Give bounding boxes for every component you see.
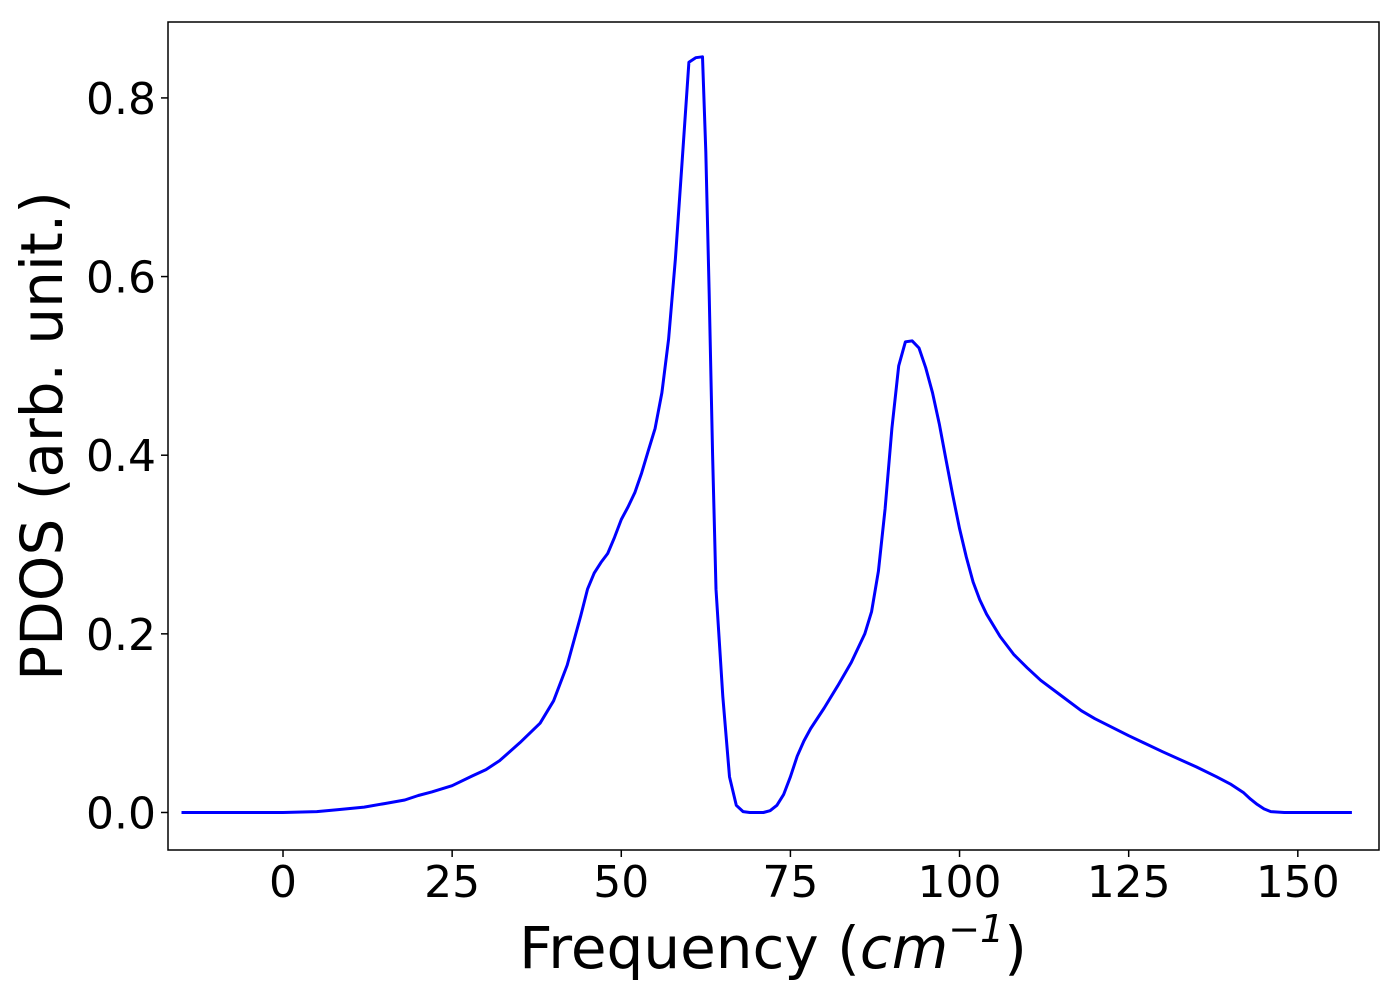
x-tick-label: 0: [269, 857, 297, 908]
plot-area: [181, 55, 1352, 814]
x-axis-unit-exponent: −1: [948, 907, 1004, 951]
x-tick-label: 100: [918, 857, 1002, 908]
axes-frame: [167, 21, 1380, 851]
y-tick-label: 0.6: [86, 253, 156, 304]
x-axis-label: Frequency (cm−1): [519, 907, 1027, 982]
y-axis-label: PDOS (arb. unit.): [8, 191, 76, 681]
x-tick-label: 125: [1087, 857, 1171, 908]
x-tick-label: 150: [1256, 857, 1340, 908]
x-tick-label: 50: [593, 857, 649, 908]
y-tick-label: 0.0: [86, 788, 156, 839]
x-axis-label-text: Frequency: [519, 914, 819, 982]
series-line-0: [181, 55, 1352, 814]
y-axis-ticks: 0.0 0.2 0.4 0.6 0.8: [86, 74, 168, 839]
x-tick-label: 25: [424, 857, 480, 908]
x-tick-label: 75: [762, 857, 818, 908]
x-axis-unit-base: cm: [860, 914, 948, 982]
y-tick-label: 0.4: [86, 431, 156, 482]
x-axis-ticks: 0 25 50 75 100 125 150: [269, 850, 1340, 908]
y-tick-label: 0.8: [86, 74, 156, 125]
y-tick-label: 0.2: [86, 610, 156, 661]
